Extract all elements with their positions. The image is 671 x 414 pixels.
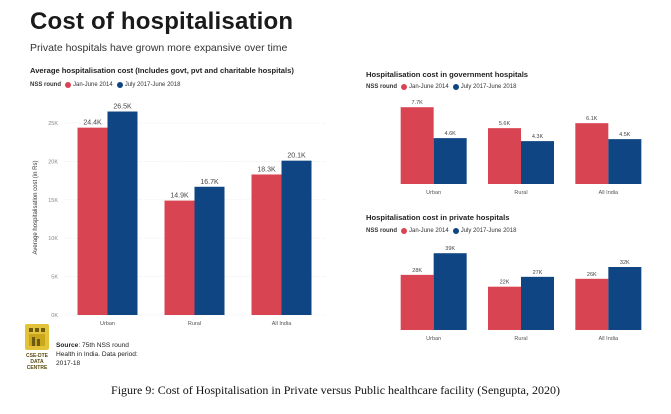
legend-item-2014: Jan-June 2014	[401, 84, 449, 90]
legend-item-2017: July 2017-June 2018	[116, 82, 181, 88]
cse-dte-logo-icon	[24, 324, 50, 367]
gov-chart-bar	[400, 107, 434, 184]
gov-chart-data-label: 7.7K	[412, 100, 424, 106]
main-chart-ytick-label: 10K	[48, 236, 58, 242]
legend-label: NSS round	[366, 228, 397, 234]
legend-label: NSS round	[30, 82, 61, 88]
legend-item-2014: Jan-June 2014	[401, 228, 449, 234]
gov-chart-category-label: All India	[599, 190, 620, 196]
gov-chart-bar	[575, 123, 609, 184]
legend-dot-2014	[401, 228, 407, 234]
gov-chart-data-label: 5.6K	[499, 121, 511, 127]
legend-dot-2014	[65, 82, 71, 88]
logo-text: CSE-DTE DATA CENTRE	[26, 353, 48, 371]
private-chart-data-label: 27K	[533, 270, 543, 276]
main-chart: 0K 5K 10K 15K 20K 25K Average hospitalisation …	[33, 104, 325, 327]
legend-item-2017: July 2017-June 2018	[452, 84, 517, 90]
main-chart-data-label: 18.3K	[257, 166, 276, 173]
gov-chart-bar	[608, 139, 642, 184]
gov-chart-bar	[521, 141, 554, 184]
legend-dot-2017	[452, 228, 459, 234]
private-chart-data-label: 22K	[500, 280, 510, 286]
private-chart-bar	[400, 274, 434, 330]
legend-item-2014: Jan-June 2014	[65, 82, 113, 88]
source-text: : 75th NSS round Health in India. Data p…	[56, 342, 138, 367]
source-note: Source: 75th NSS round Health in India. …	[56, 341, 146, 368]
private-chart-bar	[575, 278, 609, 330]
main-chart-data-label: 26.5K	[113, 104, 132, 111]
main-chart-category-label: Urban	[100, 321, 115, 327]
main-chart-bar	[281, 160, 312, 315]
gov-chart-title: Hospitalisation cost in government hospi…	[366, 70, 529, 79]
main-chart-bar	[77, 127, 108, 315]
main-chart-data-label: 20.1K	[287, 153, 306, 160]
private-chart-bar	[521, 276, 554, 330]
legend-dot-2014	[401, 84, 407, 90]
legend-dot-2017	[452, 84, 459, 90]
gov-chart-data-label: 4.6K	[445, 131, 457, 137]
figure-caption: Figure 9: Cost of Hospitalisation in Pri…	[111, 383, 560, 397]
legend-text-2017: July 2017-June 2018	[124, 82, 181, 88]
gov-chart-data-label: 4.3K	[532, 134, 544, 140]
main-chart-ytick-label: 5K	[51, 275, 58, 281]
page-subtitle: Private hospitals have grown more expans…	[30, 42, 288, 54]
main-chart-ytick-label: 15K	[48, 198, 58, 204]
private-chart-legend: NSS round Jan-June 2014 July 2017-June 2…	[366, 228, 516, 234]
main-chart-category-label: All India	[272, 321, 293, 327]
source-label: Source	[56, 342, 79, 349]
gov-chart-data-label: 6.1K	[586, 116, 598, 122]
private-chart-bar	[488, 286, 521, 330]
private-chart-data-label: 26K	[587, 272, 597, 278]
gov-chart-bar	[433, 138, 467, 184]
main-chart-data-label: 14.9K	[170, 193, 189, 200]
legend-text-2014: Jan-June 2014	[409, 228, 449, 234]
legend-text-2014: Jan-June 2014	[73, 82, 113, 88]
private-chart-category-label: Urban	[426, 336, 441, 342]
main-chart-data-label: 24.4K	[83, 120, 102, 127]
legend-text-2017: July 2017-June 2018	[460, 228, 517, 234]
private-chart-title: Hospitalisation cost in private hospital…	[366, 213, 510, 222]
main-chart-legend: NSS round Jan-June 2014 July 2017-June 2…	[30, 82, 180, 88]
main-chart-ytick-label: 20K	[48, 159, 58, 165]
main-chart-title: Average hospitalisation cost (Includes g…	[30, 66, 294, 75]
private-chart-bar	[608, 266, 642, 330]
main-chart-ytick-label: 25K	[48, 121, 58, 127]
gov-chart-legend: NSS round Jan-June 2014 July 2017-June 2…	[366, 84, 516, 90]
main-chart-ytick-label: 0K	[51, 313, 58, 319]
private-chart-data-label: 28K	[412, 268, 422, 274]
legend-text-2014: Jan-June 2014	[409, 84, 449, 90]
private-chart-category-label: Rural	[514, 336, 527, 342]
legend-dot-2017	[116, 82, 123, 88]
private-chart-data-label: 32K	[620, 260, 630, 266]
private-chart: 28K 39K Urban 22K 27K Rural 26K 32K All India	[400, 246, 642, 342]
main-chart-bar	[194, 186, 225, 315]
legend-label: NSS round	[366, 84, 397, 90]
page-title: Cost of hospitalisation	[30, 8, 294, 35]
main-chart-bar	[164, 200, 195, 315]
main-chart-category-label: Rural	[188, 321, 201, 327]
main-chart-ylabel: Average hospitalisation cost (in Rs)	[33, 161, 39, 255]
main-chart-bar	[251, 174, 282, 315]
gov-chart-category-label: Urban	[426, 190, 441, 196]
legend-text-2017: July 2017-June 2018	[460, 84, 517, 90]
gov-chart-category-label: Rural	[514, 190, 527, 196]
private-chart-data-label: 39K	[445, 246, 455, 252]
gov-chart-bar	[488, 128, 521, 184]
main-chart-data-label: 16.7K	[200, 179, 219, 186]
gov-chart: 7.7K 4.6K Urban 5.6K 4.3K Rural 6.1K 4.5K All In…	[400, 100, 642, 196]
gov-chart-data-label: 4.5K	[619, 132, 631, 138]
private-chart-category-label: All India	[599, 336, 620, 342]
main-chart-bar	[107, 111, 138, 315]
private-chart-bar	[433, 253, 467, 330]
legend-item-2017: July 2017-June 2018	[452, 228, 517, 234]
